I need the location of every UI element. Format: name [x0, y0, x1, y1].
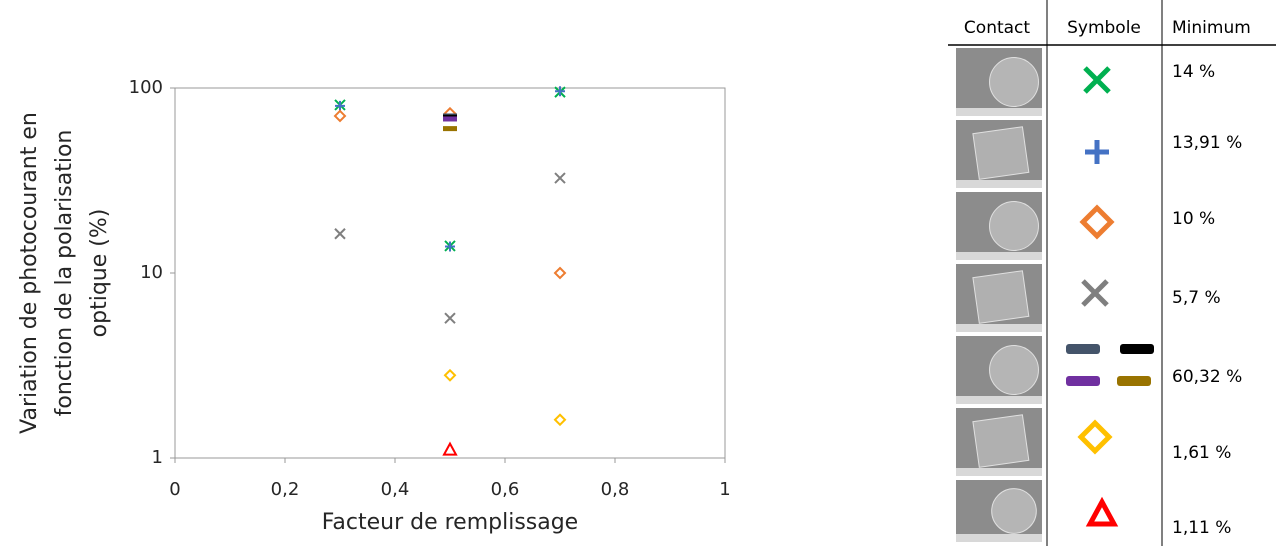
table-cell: 10 % — [1172, 209, 1215, 229]
y-tick-label: 10 — [140, 262, 163, 283]
table-cell: 5,7 % — [1172, 288, 1221, 308]
table-cell: 13,91 % — [1172, 133, 1242, 153]
table-symbol — [1066, 344, 1100, 354]
x-tick-label: 0 — [169, 479, 180, 500]
contact-image-footer — [956, 108, 1042, 116]
point — [555, 86, 565, 97]
contact-image-detail — [991, 488, 1037, 534]
point — [443, 368, 457, 382]
point — [553, 413, 567, 427]
x-tick-label: 0,8 — [601, 479, 630, 500]
contact-image-detail — [989, 345, 1039, 395]
table-symbol — [1083, 66, 1111, 94]
marker-shape — [553, 413, 567, 427]
point — [333, 109, 347, 123]
y-axis-label-line: fonction de la polarisation — [52, 130, 77, 417]
point — [335, 100, 345, 111]
table-cell: 14 % — [1172, 62, 1215, 82]
table-symbol — [1120, 344, 1154, 354]
marker-shape — [554, 172, 566, 184]
point — [443, 116, 457, 122]
point — [443, 126, 457, 132]
y-axis-label-line: optique (%) — [87, 209, 112, 338]
contact-image-detail — [989, 201, 1039, 251]
table-symbol — [1117, 376, 1151, 386]
contact-image-footer — [956, 534, 1042, 542]
table-cell: 60,32 % — [1172, 367, 1242, 387]
marker-shape — [553, 266, 567, 280]
plot-frame — [174, 87, 726, 459]
point — [553, 266, 567, 280]
point — [554, 172, 566, 184]
x-tick-label: 1 — [719, 479, 730, 500]
contact-image-footer — [956, 252, 1042, 260]
marker-shape — [555, 86, 565, 97]
x-tick-label: 0,4 — [381, 479, 410, 500]
contact-image-detail — [972, 414, 1030, 468]
contact-image-detail — [989, 57, 1039, 107]
marker-shape — [333, 109, 347, 123]
y-tick-label: 1 — [152, 447, 163, 468]
marker-shape — [335, 100, 345, 111]
marker-shape — [444, 312, 456, 324]
point — [442, 441, 458, 456]
contact-image-footer — [956, 324, 1042, 332]
table-symbol — [1077, 419, 1113, 455]
x-axis-label: Facteur de remplissage — [322, 510, 578, 535]
point — [334, 228, 346, 240]
contact-image-footer — [956, 396, 1042, 404]
contact-image-detail — [972, 126, 1030, 180]
contact-image-footer — [956, 468, 1042, 476]
contact-image-detail — [972, 270, 1030, 324]
table-symbol — [1079, 204, 1115, 240]
y-axis-label: Variation de photocourant en fonction de… — [17, 112, 112, 434]
table-header: Contact — [964, 18, 1030, 38]
marker-shape — [334, 228, 346, 240]
table-header: Minimum — [1172, 18, 1251, 38]
point — [444, 312, 456, 324]
x-tick-label: 0,2 — [271, 479, 300, 500]
contact-image-footer — [956, 180, 1042, 188]
table-symbol — [1085, 496, 1119, 527]
marker-shape — [445, 241, 455, 252]
table-symbol — [1066, 376, 1100, 386]
y-axis-label-line: Variation de photocourant en — [17, 112, 42, 434]
marker-shape — [442, 441, 458, 456]
table-symbol — [1085, 140, 1109, 164]
table-symbol — [1081, 279, 1109, 307]
point — [445, 241, 455, 252]
symbol-table: Contact Symbole Minimum 14 % 13,91 % 10 % 5… — [948, 0, 1276, 546]
x-tick-label: 0,6 — [491, 479, 520, 500]
table-cell: 1,61 % — [1172, 443, 1231, 463]
table-header: Symbole — [1067, 18, 1141, 38]
marker-shape — [443, 116, 457, 122]
table-cell: 1,11 % — [1172, 518, 1231, 538]
marker-shape — [443, 126, 457, 132]
marker-shape — [443, 368, 457, 382]
y-tick-label: 100 — [129, 77, 163, 98]
